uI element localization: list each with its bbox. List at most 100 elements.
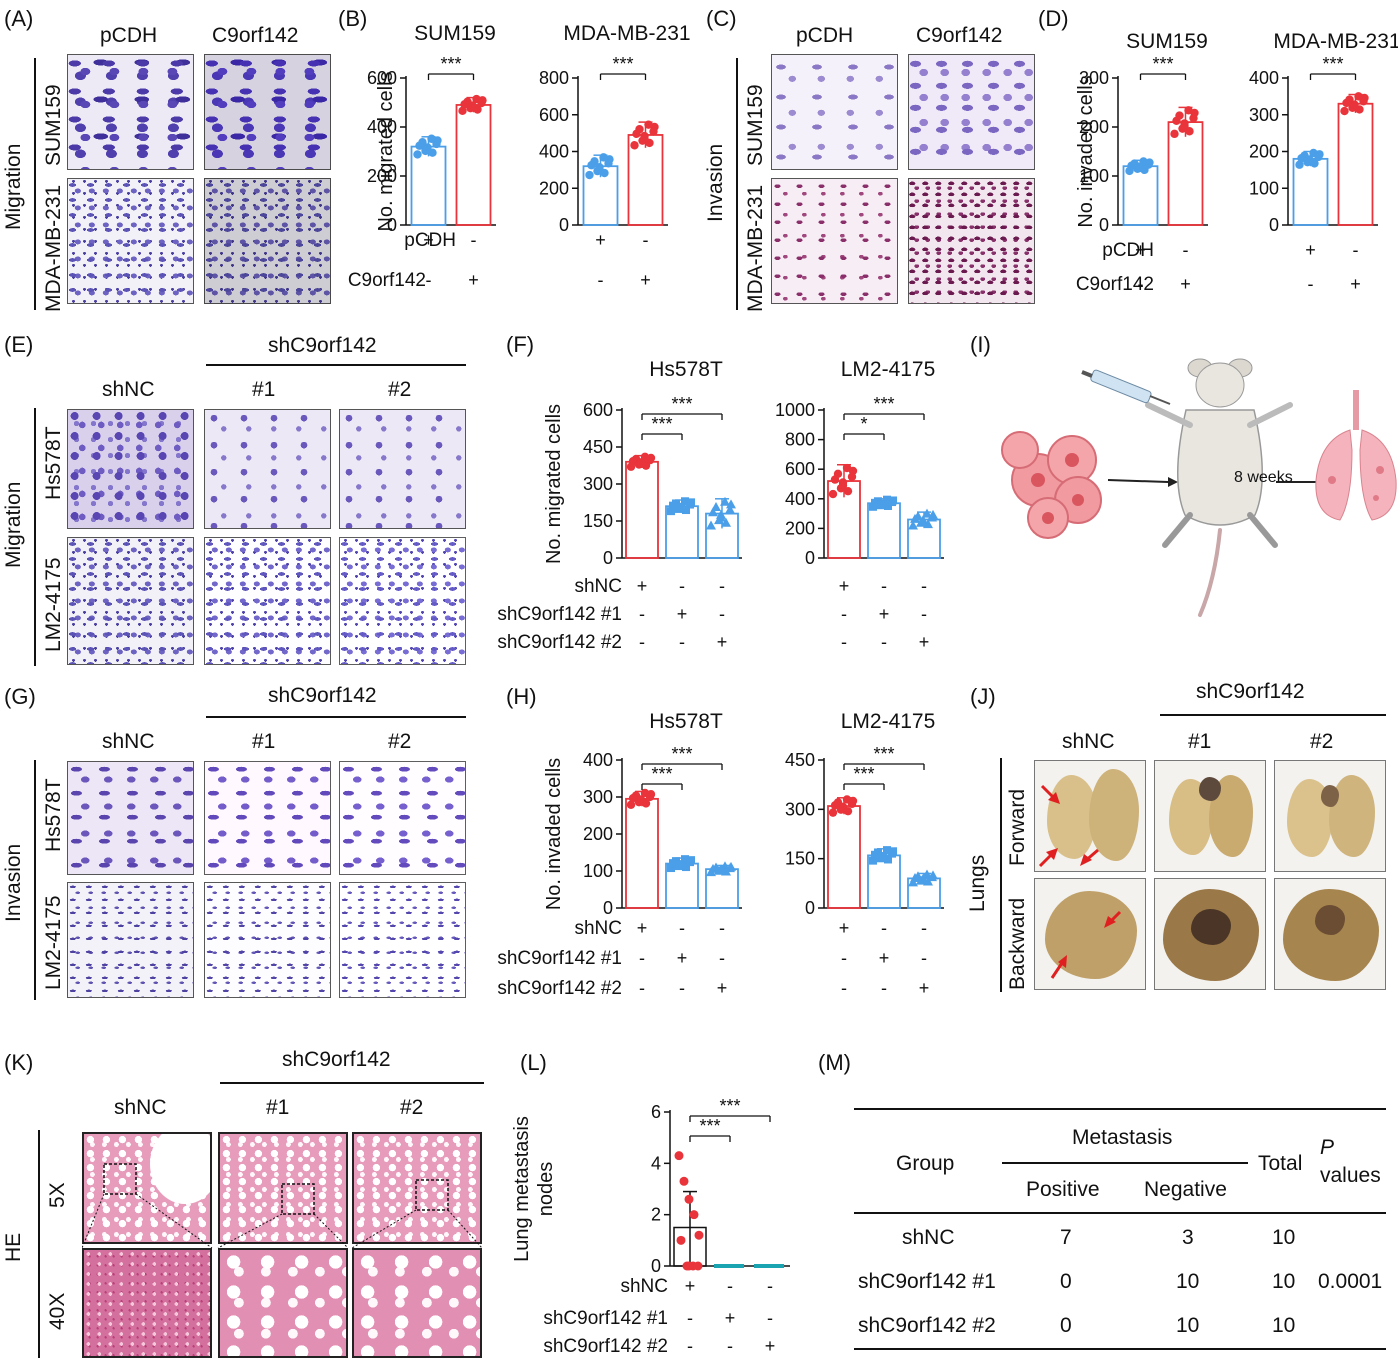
data-point [432, 140, 440, 148]
condition-label: C9orf142 [348, 270, 426, 291]
data-point [1172, 117, 1180, 125]
micrograph [204, 409, 331, 529]
y-tick-label: 300 [1079, 68, 1109, 88]
data-point [604, 159, 612, 167]
bar [626, 462, 658, 558]
micrograph [771, 178, 898, 304]
data-point [843, 464, 851, 472]
micrograph [67, 54, 194, 170]
y-tick-label: 600 [583, 400, 613, 420]
group-label: shC9orf142 [268, 334, 377, 358]
y-tick-label: 300 [1249, 105, 1279, 125]
subplot-title: MDA-MB-231 [1273, 30, 1398, 53]
data-point [888, 498, 896, 506]
y-tick-label: 400 [367, 117, 397, 137]
lung-photo [1154, 878, 1266, 990]
micrograph [67, 882, 194, 998]
data-point [646, 456, 654, 464]
y-tick-label: 150 [785, 849, 815, 869]
condition-sign: - [719, 918, 725, 938]
row-label: Hs578T [42, 778, 66, 852]
side-label: Invasion [2, 844, 26, 922]
condition-sign: - [921, 918, 927, 938]
data-point [630, 141, 638, 149]
y-tick-label: 300 [583, 474, 613, 494]
data-point [644, 120, 652, 128]
y-tick-label: 200 [539, 178, 569, 198]
col-label: shNC [1062, 730, 1115, 754]
y-tick-label: 600 [785, 459, 815, 479]
condition-sign: - [767, 1276, 773, 1296]
micrograph [67, 409, 194, 529]
table-cell: 10 [1176, 1314, 1199, 1338]
data-point [1359, 97, 1367, 105]
table-rule [854, 1212, 1386, 1214]
divider [736, 58, 738, 310]
y-tick-label: 0 [559, 215, 569, 235]
data-point [879, 500, 887, 508]
subplot-title: MDA-MB-231 [563, 22, 690, 45]
condition-sign: + [677, 604, 688, 624]
table-cell: 3 [1182, 1226, 1194, 1250]
condition-sign: + [839, 576, 850, 596]
chart-h: No. invaded cellsHs578T0100200300400****… [476, 702, 946, 1006]
y-tick-label: 400 [785, 489, 815, 509]
col-label: #1 [1188, 730, 1211, 754]
sig-label: *** [719, 1096, 740, 1116]
data-point [468, 103, 476, 111]
bar [868, 503, 900, 558]
mouse-icon [1148, 359, 1290, 615]
condition-sign: - [881, 576, 887, 596]
condition-sign: - [1353, 240, 1359, 260]
condition-sign: + [919, 978, 930, 998]
sig-label: *** [873, 394, 894, 414]
sig-label: *** [1152, 54, 1173, 74]
condition-sign: + [1305, 240, 1316, 260]
condition-sign: - [687, 1336, 693, 1356]
lung-photo [1154, 760, 1266, 872]
duration-label: 8 weeks [1234, 469, 1293, 486]
col-label: shNC [102, 378, 155, 402]
condition-sign: + [717, 978, 728, 998]
data-point [680, 1177, 689, 1186]
condition-label: C9orf142 [1076, 274, 1154, 295]
condition-sign: - [921, 948, 927, 968]
data-point [477, 99, 485, 107]
group-line [1160, 714, 1386, 716]
condition-sign: + [879, 604, 890, 624]
condition-sign: + [677, 948, 688, 968]
y-tick-label: 100 [1079, 166, 1109, 186]
row-label: 5X [46, 1182, 70, 1208]
y-tick-label: 0 [805, 898, 815, 918]
condition-sign: - [921, 576, 927, 596]
y-tick-label: 600 [367, 68, 397, 88]
col-label: shNC [114, 1096, 167, 1120]
red-arrow-icon [1040, 786, 1120, 978]
group-label: shC9orf142 [1196, 680, 1305, 704]
y-tick-label: 800 [539, 68, 569, 88]
condition-sign: - [841, 632, 847, 652]
table-header: P [1320, 1136, 1334, 1160]
mouse-schematic: 8 weeks [990, 340, 1398, 630]
condition-sign: - [719, 948, 725, 968]
sig-label: *** [1322, 54, 1343, 74]
condition-sign: + [637, 576, 648, 596]
panel-label-e: (E) [4, 332, 33, 358]
col-label: C9orf142 [916, 24, 1002, 48]
y-tick-label: 400 [1249, 68, 1279, 88]
condition-sign: + [919, 632, 930, 652]
condition-sign: + [1350, 274, 1361, 294]
table-header: Negative [1144, 1178, 1227, 1202]
col-label: C9orf142 [212, 24, 298, 48]
y-axis-label: Lung metastasis [511, 1116, 533, 1262]
data-point [1144, 160, 1152, 168]
sig-label: *** [699, 1116, 720, 1136]
condition-sign: - [639, 604, 645, 624]
y-axis-label: No. invaded cells [1075, 75, 1097, 227]
y-tick-label: 600 [539, 105, 569, 125]
y-tick-label: 400 [583, 750, 613, 770]
data-point [585, 171, 593, 179]
row-label: LM2-4175 [42, 557, 66, 652]
panel-label-k: (K) [4, 1050, 33, 1076]
condition-sign: - [921, 604, 927, 624]
